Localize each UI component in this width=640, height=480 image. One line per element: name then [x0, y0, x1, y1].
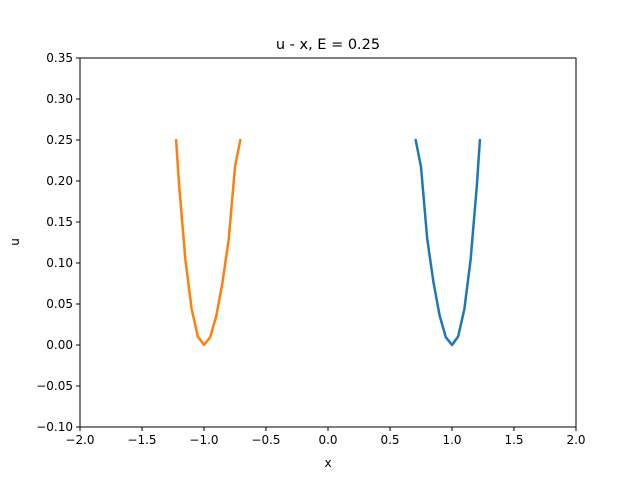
y-tick-label: 0.25 [46, 133, 73, 147]
y-tick-label: 0.10 [46, 256, 73, 270]
x-tick-label: −1.0 [189, 433, 218, 447]
series-line-1 [414, 138, 482, 347]
y-axis-label: u [8, 238, 22, 246]
y-tick-label: 0.15 [46, 215, 73, 229]
y-tick-label: 0.35 [46, 51, 73, 65]
plot-area [174, 138, 482, 347]
y-axis: −0.10 −0.05 0.00 0.05 0.10 0.15 0.20 0.25 0.30 0.… [36, 51, 80, 434]
x-tick-label: 1.5 [504, 433, 523, 447]
x-tick-label: −1.5 [127, 433, 156, 447]
y-tick-label: −0.10 [36, 420, 73, 434]
x-tick-label: 2.0 [566, 433, 585, 447]
x-tick-label: 1.0 [442, 433, 461, 447]
y-tick-label: 0.05 [46, 297, 73, 311]
x-tick-label: −0.5 [251, 433, 280, 447]
series-line-2 [174, 138, 242, 347]
y-tick-label: 0.30 [46, 92, 73, 106]
x-tick-label: 0.5 [380, 433, 399, 447]
x-tick-label: −2.0 [65, 433, 94, 447]
x-axis-label: x [324, 456, 331, 470]
y-tick-label: −0.05 [36, 379, 73, 393]
x-axis: −2.0 −1.5 −1.0 −0.5 0.0 0.5 1.0 1.5 2.0 [65, 427, 586, 447]
y-tick-label: 0.00 [46, 338, 73, 352]
axes-frame [79, 57, 577, 428]
chart-title: u - x, E = 0.25 [276, 37, 380, 53]
x-tick-label: 0.0 [318, 433, 337, 447]
y-tick-label: 0.20 [46, 174, 73, 188]
